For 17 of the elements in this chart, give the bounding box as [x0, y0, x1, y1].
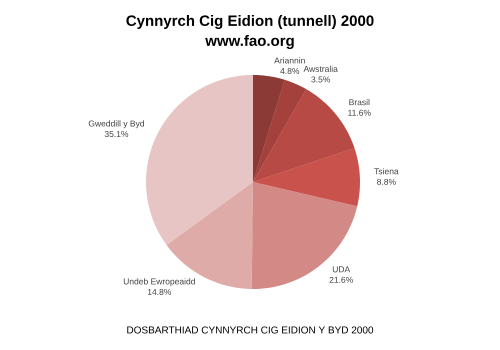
slice-label: UDA [332, 266, 350, 272]
data-label: 4.8% [280, 68, 300, 74]
data-label: 35.1% [104, 131, 128, 138]
data-label: 14.8% [148, 288, 172, 295]
slice-label: Tsiena [374, 168, 399, 174]
slice-label: Undeb Ewropeaidd [124, 278, 195, 286]
slice-label: Awstralia [304, 66, 338, 72]
text: DOSBARTHIAD CYNNYRCH CIG EIDION Y BYD 2000 [127, 326, 374, 334]
slice-label: Ariannin [274, 57, 305, 64]
data-label: 21.6% [330, 276, 353, 283]
chart-subtitle: www.fao.org [205, 34, 294, 50]
data-label: 11.6% [348, 110, 371, 116]
data-label: 8.8% [377, 178, 396, 185]
slice-label: Gweddill y Byd [88, 120, 144, 128]
chart-title: Cynnyrch Cig Eidion (tunnell) 2000 [126, 14, 374, 30]
data-label: 3.5% [311, 76, 330, 82]
slice-label: Brasil [349, 99, 370, 106]
